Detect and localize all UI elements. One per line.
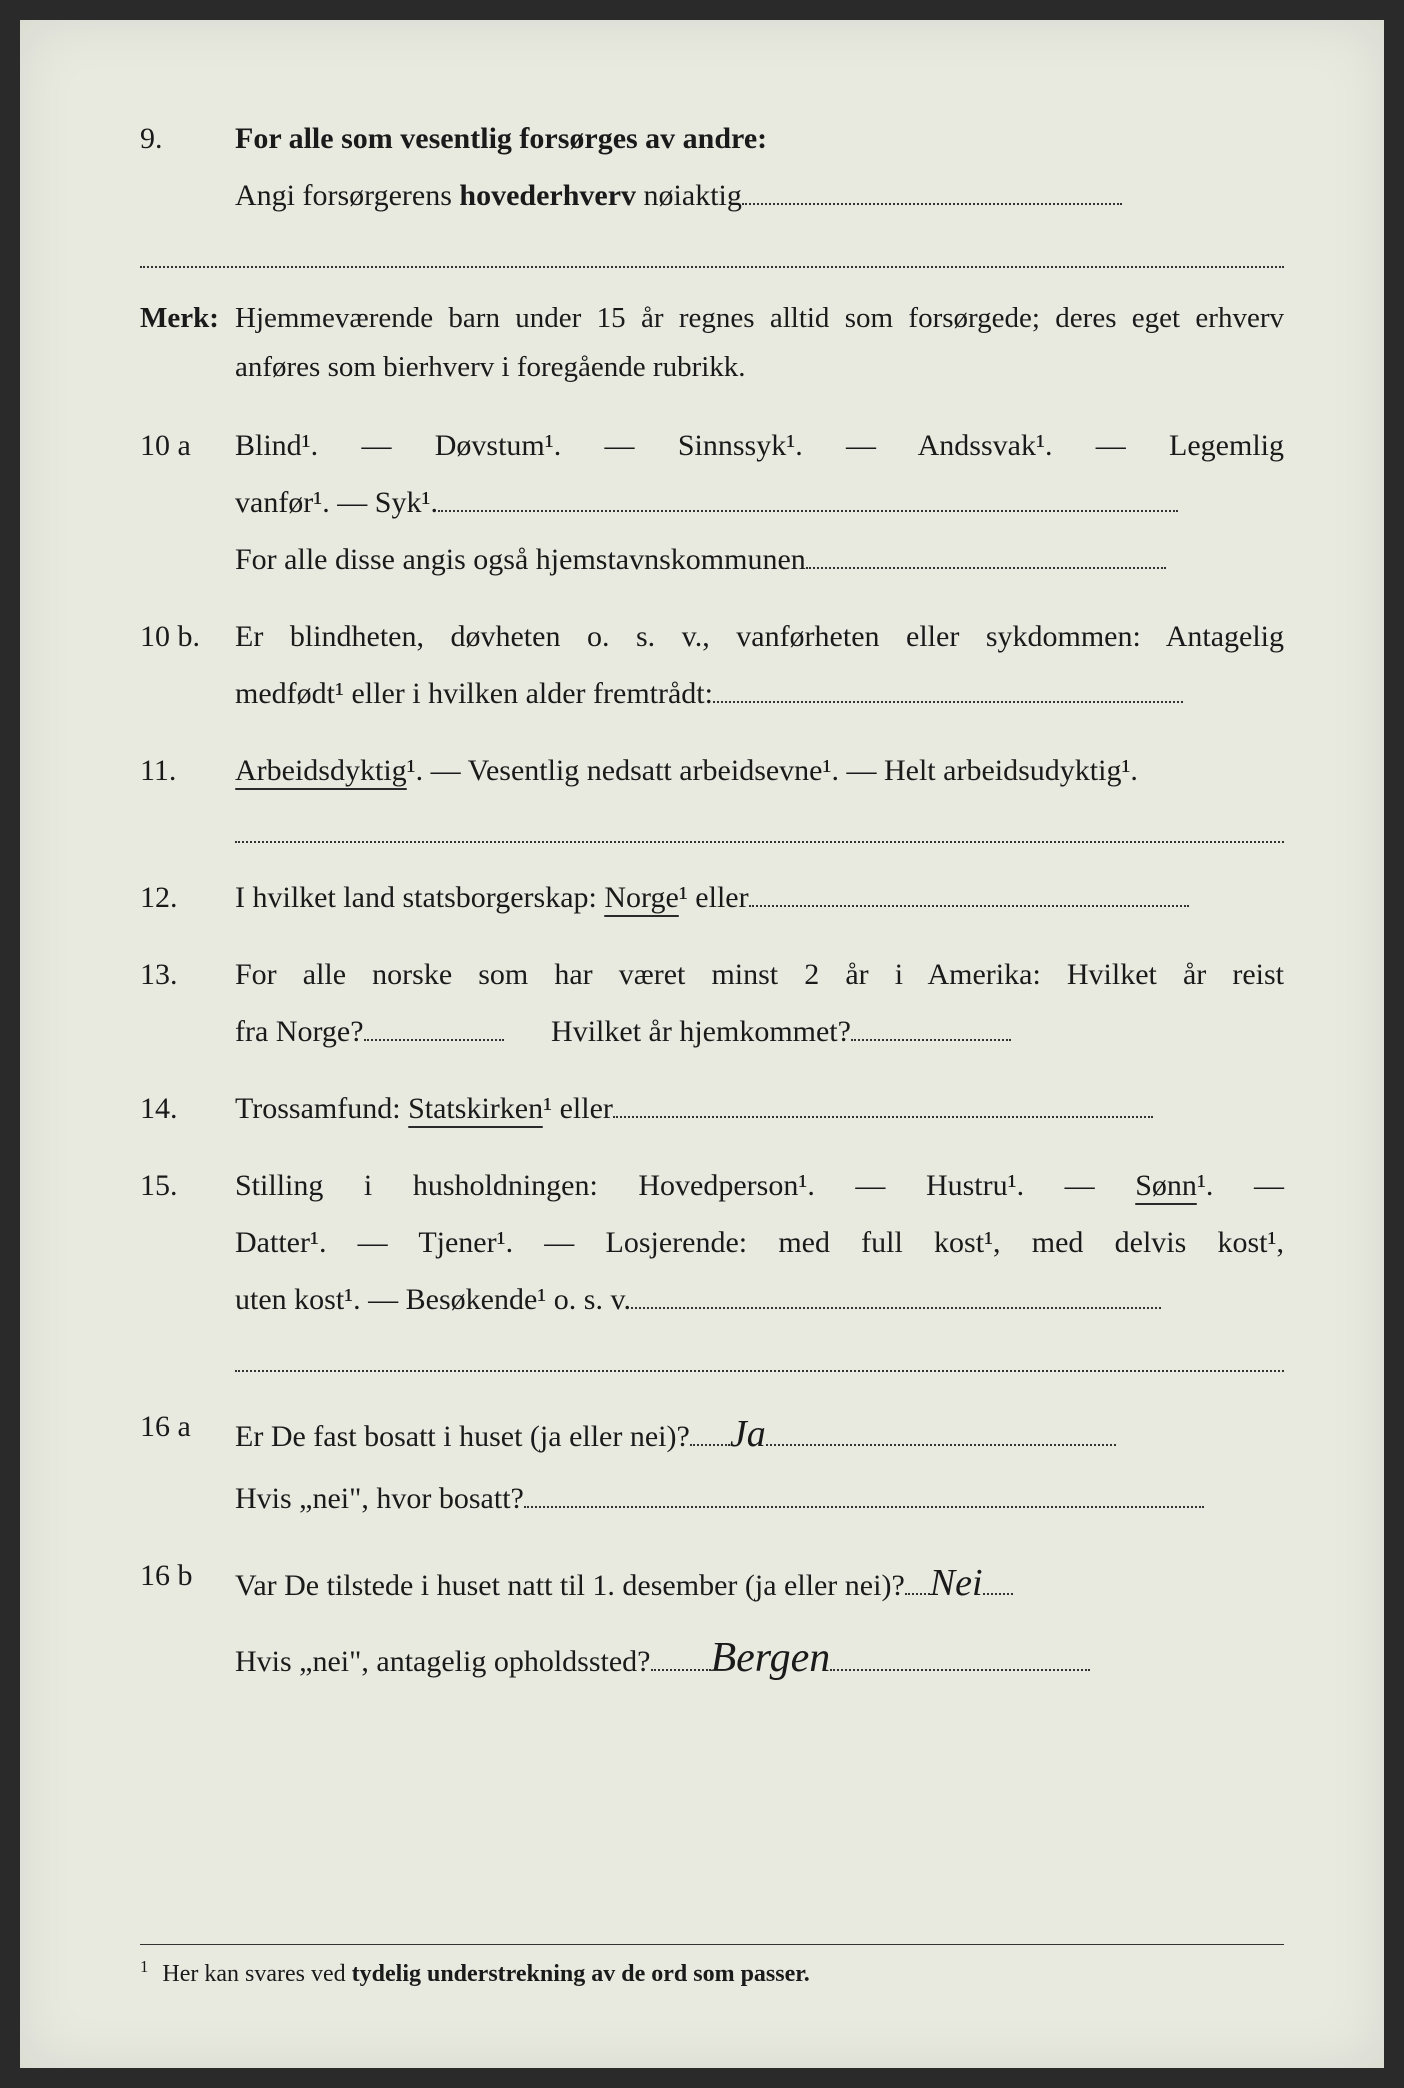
q16a-answer: Ja [730, 1413, 766, 1455]
fill-line [631, 1279, 1161, 1309]
q9-number: 9. [140, 110, 235, 224]
q10a-number: 10 a [140, 417, 235, 588]
q11-rest: ¹. — Vesentlig nedsatt arbeidsevne¹. — H… [407, 754, 1138, 787]
footnote-num: 1 [140, 1957, 148, 1976]
q16b-line2: Hvis „nei", antagelig opholdssted? Bergen [235, 1619, 1284, 1699]
q10b-l2-text: medfødt¹ eller i hvilken alder fremtrådt… [235, 677, 713, 710]
q16a-line2: Hvis „nei", hvor bosatt? [235, 1470, 1284, 1527]
fill-line [690, 1416, 730, 1446]
q13-l2a: fra Norge? [235, 1015, 364, 1048]
blank-line [235, 819, 1284, 843]
q15-number: 15. [140, 1157, 235, 1328]
q15-line3: uten kost¹. — Besøkende¹ o. s. v. [235, 1271, 1284, 1328]
census-form-page: 9. For alle som vesentlig forsørges av a… [20, 20, 1384, 2068]
footnote-text-b: tydelig understrekning av de ord som pas… [352, 1961, 810, 1987]
fill-line [438, 482, 1178, 512]
q12-content: I hvilket land statsborgerskap: Norge¹ e… [235, 869, 1284, 926]
q16b-l1-text: Var De tilstede i huset natt til 1. dese… [235, 1569, 905, 1602]
q15-line1: Stilling i husholdningen: Hovedperson¹. … [235, 1157, 1284, 1214]
fill-line [766, 1416, 1116, 1446]
q15-l1a: Stilling i husholdningen: Hovedperson¹. … [235, 1169, 1135, 1202]
q14-content: Trossamfund: Statskirken¹ eller [235, 1080, 1284, 1137]
q9-line2b: hovederhverv [459, 179, 636, 212]
fill-line [851, 1011, 1011, 1041]
q14-text-a: Trossamfund: [235, 1092, 408, 1125]
q16a-line1: Er De fast bosatt i huset (ja eller nei)… [235, 1398, 1284, 1470]
q10a-content: Blind¹. — Døvstum¹. — Sinnssyk¹. — Andss… [235, 417, 1284, 588]
q12-norge: Norge [604, 881, 678, 914]
q10a-l2-text: vanfør¹. — Syk¹. [235, 486, 438, 519]
blank-line [235, 1348, 1284, 1372]
q11-underlined: Arbeidsdyktig [235, 754, 407, 787]
fill-line [651, 1641, 711, 1671]
q12-text-a: I hvilket land statsborgerskap: [235, 881, 604, 914]
question-12: 12. I hvilket land statsborgerskap: Norg… [140, 869, 1284, 926]
q13-line1: For alle norske som har været minst 2 år… [235, 946, 1284, 1003]
q12-text-b: ¹ eller [679, 881, 749, 914]
footnote: 1 Her kan svares ved tydelig understrekn… [140, 1944, 1284, 1988]
question-15: 15. Stilling i husholdningen: Hovedperso… [140, 1157, 1284, 1328]
q10a-line1: Blind¹. — Døvstum¹. — Sinnssyk¹. — Andss… [235, 417, 1284, 474]
q16a-l1-text: Er De fast bosatt i huset (ja eller nei)… [235, 1420, 690, 1453]
fill-line [806, 539, 1166, 569]
merk-text: Hjemmeværende barn under 15 år regnes al… [235, 294, 1284, 393]
q10b-line1: Er blindheten, døvheten o. s. v., vanfør… [235, 608, 1284, 665]
q10b-number: 10 b. [140, 608, 235, 722]
q13-content: For alle norske som har været minst 2 år… [235, 946, 1284, 1060]
q13-l2b: Hvilket år hjemkommet? [551, 1015, 851, 1048]
question-13: 13. For alle norske som har været minst … [140, 946, 1284, 1060]
fill-line [905, 1565, 930, 1595]
fill-line [364, 1011, 504, 1041]
q16a-l2-text: Hvis „nei", hvor bosatt? [235, 1482, 524, 1515]
footnote-text-a: Her kan svares ved [162, 1961, 351, 1987]
blank-line [140, 244, 1284, 268]
fill-line [613, 1088, 1153, 1118]
question-16a: 16 a Er De fast bosatt i huset (ja eller… [140, 1398, 1284, 1527]
fill-line [524, 1478, 1204, 1508]
q10b-line2: medfødt¹ eller i hvilken alder fremtrådt… [235, 665, 1284, 722]
q16a-number: 16 a [140, 1398, 235, 1527]
q10a-l3-text: For alle disse angis også hjemstavnskomm… [235, 543, 806, 576]
q16b-number: 16 b [140, 1547, 235, 1699]
merk-label: Merk: [140, 294, 235, 393]
q12-number: 12. [140, 869, 235, 926]
q10b-content: Er blindheten, døvheten o. s. v., vanfør… [235, 608, 1284, 722]
question-14: 14. Trossamfund: Statskirken¹ eller [140, 1080, 1284, 1137]
q15-l1b: ¹. — [1197, 1169, 1284, 1202]
q14-statskirken: Statskirken [408, 1092, 543, 1125]
fill-line [742, 175, 1122, 205]
q9-line2a: Angi forsørgerens [235, 179, 459, 212]
q16b-l2-text: Hvis „nei", antagelig opholdssted? [235, 1645, 651, 1678]
q14-number: 14. [140, 1080, 235, 1137]
q9-line2c: nøiaktig [636, 179, 742, 212]
question-16b: 16 b Var De tilstede i huset natt til 1.… [140, 1547, 1284, 1699]
q11-number: 11. [140, 742, 235, 799]
q15-line2: Datter¹. — Tjener¹. — Losjerende: med fu… [235, 1214, 1284, 1271]
q15-sonn: Sønn [1135, 1169, 1197, 1202]
fill-line [713, 673, 1183, 703]
q10a-line2: vanfør¹. — Syk¹. [235, 474, 1284, 531]
fill-line [983, 1565, 1013, 1595]
question-9: 9. For alle som vesentlig forsørges av a… [140, 110, 1284, 224]
q9-bold-text: For alle som vesentlig forsørges av andr… [235, 122, 767, 155]
q16b-line1: Var De tilstede i huset natt til 1. dese… [235, 1547, 1284, 1619]
q14-text-b: ¹ eller [543, 1092, 613, 1125]
question-10b: 10 b. Er blindheten, døvheten o. s. v., … [140, 608, 1284, 722]
q13-number: 13. [140, 946, 235, 1060]
fill-line [830, 1641, 1090, 1671]
q11-content: Arbeidsdyktig¹. — Vesentlig nedsatt arbe… [235, 742, 1284, 799]
q15-l3-text: uten kost¹. — Besøkende¹ o. s. v. [235, 1283, 631, 1316]
q16a-content: Er De fast bosatt i huset (ja eller nei)… [235, 1398, 1284, 1527]
merk-note: Merk: Hjemmeværende barn under 15 år reg… [140, 294, 1284, 393]
question-11: 11. Arbeidsdyktig¹. — Vesentlig nedsatt … [140, 742, 1284, 799]
fill-line [749, 877, 1189, 907]
q15-content: Stilling i husholdningen: Hovedperson¹. … [235, 1157, 1284, 1328]
q16b-answer2: Bergen [711, 1635, 831, 1681]
q9-content: For alle som vesentlig forsørges av andr… [235, 110, 1284, 224]
q10a-line3: For alle disse angis også hjemstavnskomm… [235, 531, 1284, 588]
q16b-content: Var De tilstede i huset natt til 1. dese… [235, 1547, 1284, 1699]
q13-line2: fra Norge? Hvilket år hjemkommet? [235, 1003, 1284, 1060]
question-10a: 10 a Blind¹. — Døvstum¹. — Sinnssyk¹. — … [140, 417, 1284, 588]
q16b-answer1: Nei [930, 1562, 983, 1604]
